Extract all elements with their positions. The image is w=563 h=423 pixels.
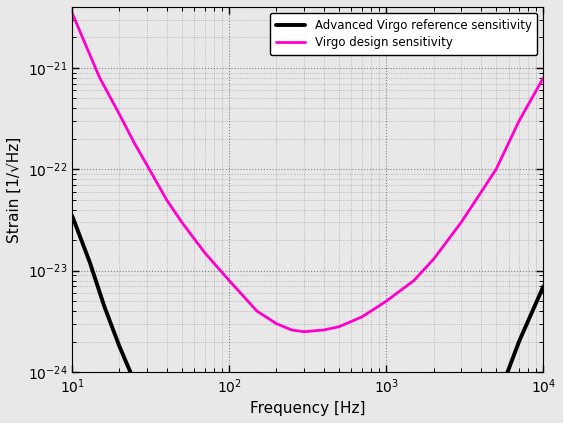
Advanced Virgo reference sensitivity <box>69 213 75 218</box>
Line: Advanced Virgo reference sensitivity: Advanced Virgo reference sensitivity <box>72 216 543 423</box>
Virgo design sensitivity <box>163 197 170 202</box>
Virgo design sensitivity <box>144 162 150 168</box>
Virgo design sensitivity <box>301 329 307 334</box>
X-axis label: Frequency [Hz]: Frequency [Hz] <box>250 401 365 416</box>
Advanced Virgo reference sensitivity <box>116 343 123 349</box>
Virgo design sensitivity <box>96 75 103 80</box>
Virgo design sensitivity <box>516 118 522 124</box>
Advanced Virgo reference sensitivity <box>131 379 138 385</box>
Line: Virgo design sensitivity: Virgo design sensitivity <box>72 13 543 332</box>
Virgo design sensitivity <box>540 75 547 80</box>
Virgo design sensitivity <box>288 327 295 332</box>
Virgo design sensitivity <box>253 308 260 313</box>
Virgo design sensitivity <box>493 167 499 172</box>
Virgo design sensitivity <box>410 278 417 283</box>
Advanced Virgo reference sensitivity <box>144 405 150 410</box>
Virgo design sensitivity <box>226 278 233 283</box>
Advanced Virgo reference sensitivity <box>101 303 108 308</box>
Virgo design sensitivity <box>131 141 138 146</box>
Virgo design sensitivity <box>320 327 327 332</box>
Virgo design sensitivity <box>202 250 208 255</box>
Virgo design sensitivity <box>273 321 280 326</box>
Advanced Virgo reference sensitivity <box>493 400 499 405</box>
Virgo design sensitivity <box>81 40 88 45</box>
Virgo design sensitivity <box>383 299 390 304</box>
Virgo design sensitivity <box>458 220 464 225</box>
Advanced Virgo reference sensitivity <box>516 339 522 344</box>
Virgo design sensitivity <box>178 220 185 225</box>
Y-axis label: Strain [1/√Hz]: Strain [1/√Hz] <box>7 136 22 243</box>
Virgo design sensitivity <box>69 10 75 15</box>
Advanced Virgo reference sensitivity <box>87 260 93 265</box>
Virgo design sensitivity <box>430 257 437 262</box>
Virgo design sensitivity <box>359 314 365 319</box>
Virgo design sensitivity <box>336 324 342 329</box>
Legend: Advanced Virgo reference sensitivity, Virgo design sensitivity: Advanced Virgo reference sensitivity, Vi… <box>270 13 538 55</box>
Virgo design sensitivity <box>116 112 123 117</box>
Advanced Virgo reference sensitivity <box>540 284 547 289</box>
